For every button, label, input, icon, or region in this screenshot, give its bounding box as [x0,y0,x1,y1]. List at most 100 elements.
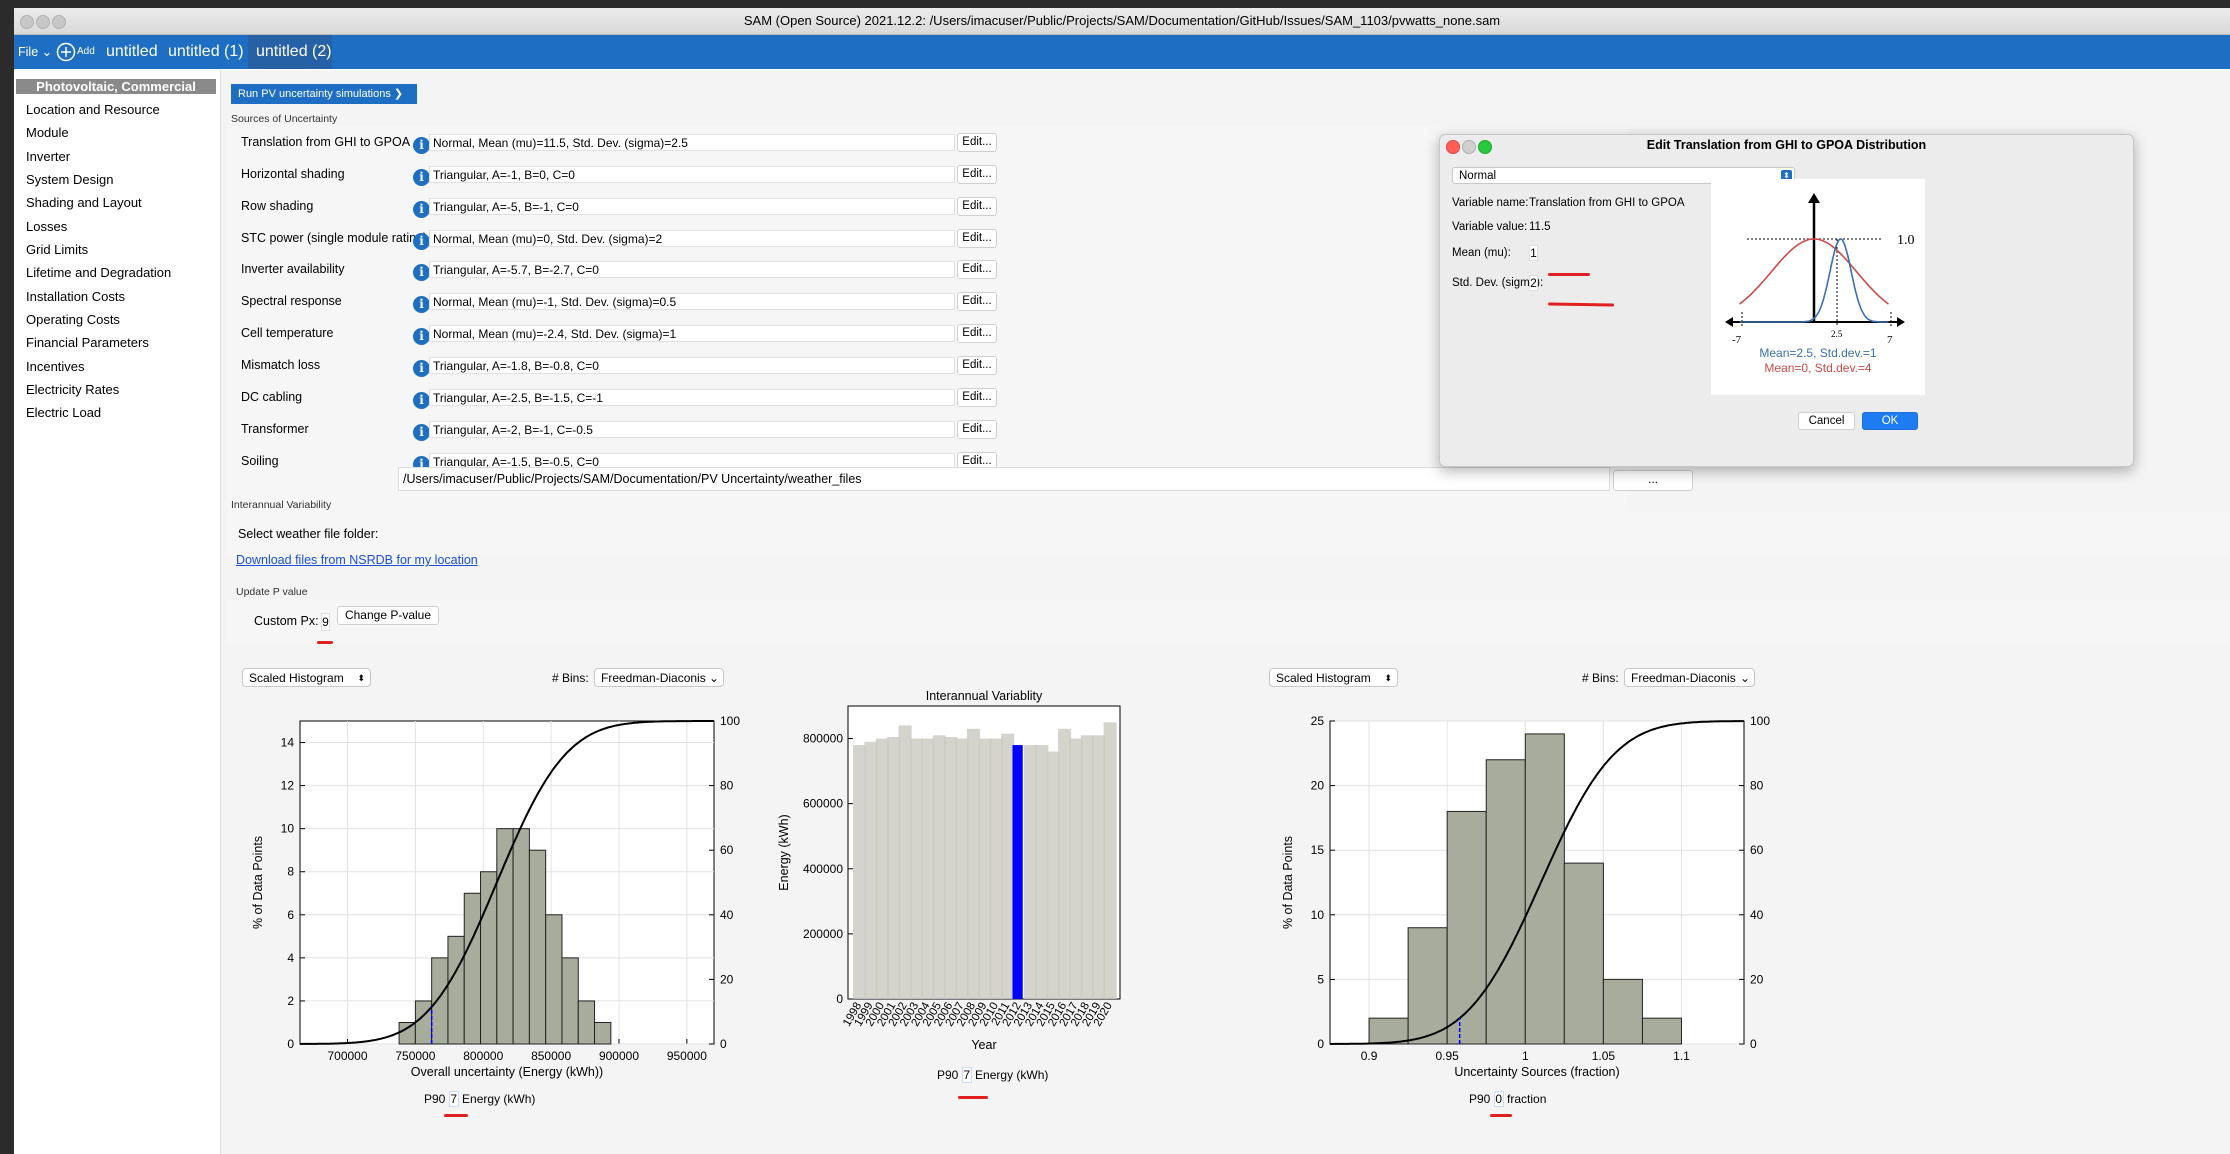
sidebar-header[interactable]: Photovoltaic, Commercial [16,79,216,94]
edit-button[interactable]: Edit... [957,165,997,184]
updown-icon: ⬍ [1781,170,1792,181]
source-name: Transformer [241,422,309,436]
std-dev-input[interactable]: 2 [1529,275,1538,291]
year-bar [1046,751,1060,999]
sidebar-item-shading[interactable]: Shading and Layout [26,195,142,210]
info-icon[interactable]: i [413,169,430,186]
bins-select-right[interactable]: Freedman-Diaconis ⌄ [1624,668,1755,687]
sidebar-item-electric-load[interactable]: Electric Load [26,405,102,420]
file-menu[interactable]: File ⌄ [18,45,53,59]
browse-folder-button[interactable]: ... [1613,470,1693,491]
edit-button[interactable]: Edit... [957,133,997,152]
change-pvalue-button[interactable]: Change P-value [337,606,439,625]
tab-label: untitled (1) [168,43,244,60]
weather-folder-input[interactable]: /Users/imacuser/Public/Projects/SAM/Docu… [398,467,1610,491]
sam-window: SAM (Open Source) 2021.12.2: /Users/imac… [14,8,2230,1154]
run-uncertainty-button[interactable]: Run PV uncertainty simulations ❯ [231,84,417,104]
y2-tick-label: 80 [720,779,734,793]
uncertainty-row: Inverter availability i Triangular, A=-5.7… [231,257,1329,285]
year-bar [921,738,935,999]
y-tick-label: 600000 [803,797,843,811]
sidebar-item-electricity-rates[interactable]: Electricity Rates [26,382,120,397]
info-icon[interactable]: i [413,201,430,218]
zoom-window-icon[interactable] [52,15,66,29]
info-icon[interactable]: i [413,233,430,250]
edit-button[interactable]: Edit... [957,420,997,439]
year-bar [898,725,912,999]
edit-button[interactable]: Edit... [957,260,997,279]
sidebar-item-incentives[interactable]: Incentives [26,359,85,374]
histogram-mode-select-left[interactable]: Scaled Histogram ⬍ [242,668,371,687]
edit-distribution-dialog: Edit Translation from GHI to GPOA Distri… [1439,134,2134,467]
sidebar-item-module[interactable]: Module [26,125,69,140]
histogram-bar [398,1021,416,1045]
sidebar-item-grid-limits[interactable]: Grid Limits [26,242,89,257]
x-tick-label: 900000 [599,1049,639,1063]
edit-button[interactable]: Edit... [957,356,997,375]
close-window-icon[interactable] [20,15,34,29]
weather-folder-label: Select weather file folder: [238,527,379,541]
p90-label: P90 [937,1068,959,1082]
x-tick-label: 850000 [531,1049,571,1063]
y-tick-label: 5 [1317,972,1324,986]
p90-unit: fraction [1507,1092,1547,1106]
info-icon[interactable]: i [413,264,430,281]
sidebar-item-lifetime[interactable]: Lifetime and Degradation [26,265,172,280]
edit-button[interactable]: Edit... [957,197,997,216]
tab-untitled-1[interactable]: untitled (1) ⌄ [168,35,244,94]
y-tick-label: 0 [836,992,843,1006]
close-dialog-icon[interactable] [1446,140,1460,154]
sidebar-item-location[interactable]: Location and Resource [26,102,160,117]
download-nsrdb-link[interactable]: Download files from NSRDB for my locatio… [236,553,478,567]
info-icon[interactable]: i [413,424,430,441]
edit-button[interactable]: Edit... [957,388,997,407]
source-name: Translation from GHI to GPOA [241,135,411,149]
custom-px-input[interactable]: 9 [321,613,330,631]
y-tick-label: 10 [281,822,295,836]
histogram-bar [1524,733,1565,1045]
updown-icon: ⬍ [357,673,365,683]
histogram-mode-select-right[interactable]: Scaled Histogram ⬍ [1269,668,1398,687]
p90-value-input[interactable]: 7 [961,1067,972,1083]
add-label: Add [77,46,95,57]
chevron-right-icon: ❯ [393,88,404,100]
y-axis-label: % of Data Points [251,836,265,929]
cancel-button[interactable]: Cancel [1798,412,1855,430]
red-annotation [1548,273,1590,276]
sidebar-item-financial[interactable]: Financial Parameters [26,335,149,350]
sidebar-item-inverter[interactable]: Inverter [26,149,71,164]
bins-select-left[interactable]: Freedman-Diaconis ⌄ [594,668,724,687]
interannual-label: Interannual Variability [231,499,332,511]
sidebar-item-system-design[interactable]: System Design [26,172,114,187]
histogram-bar [1446,810,1487,1045]
histogram-bar [1485,759,1526,1045]
uncertainty-row: Horizontal shading i Triangular, A=-1, B=0… [231,162,1329,190]
histogram-bar [561,957,579,1045]
zoom-dialog-icon[interactable] [1478,140,1492,154]
distribution-select[interactable]: Normal ⬍ [1452,167,1795,184]
info-icon[interactable]: i [413,360,430,377]
chart-title: Interannual Variablity [926,689,1043,703]
y2-tick-label: 100 [720,714,740,728]
edit-button[interactable]: Edit... [957,292,997,311]
info-icon[interactable]: i [413,296,430,313]
tab-untitled[interactable]: untitled ⌄ [106,35,166,94]
interannual-panel [227,511,2230,557]
distribution-field: Triangular, A=-2.5, B=-1.5, C=-1 [429,389,955,406]
info-icon[interactable]: i [413,328,430,345]
info-icon[interactable]: i [413,137,430,154]
ok-button[interactable]: OK [1862,412,1918,430]
distribution-field: Triangular, A=-1.8, B=-0.8, C=0 [429,357,955,374]
mean-input[interactable]: 1 [1529,245,1538,261]
edit-button[interactable]: Edit... [957,324,997,343]
y2-tick-label: 60 [720,843,734,857]
sidebar-item-installation-costs[interactable]: Installation Costs [26,289,125,304]
p90-value-input[interactable]: 7 [448,1091,459,1107]
tab-untitled-2[interactable]: untitled (2) ⌄ [248,35,332,94]
sidebar-item-losses[interactable]: Losses [26,219,68,234]
edit-button[interactable]: Edit... [957,229,997,248]
sidebar-item-operating-costs[interactable]: Operating Costs [26,312,120,327]
info-icon[interactable]: i [413,392,430,409]
p90-value-input[interactable]: 0 [1493,1091,1504,1107]
minimize-window-icon[interactable] [36,15,50,29]
